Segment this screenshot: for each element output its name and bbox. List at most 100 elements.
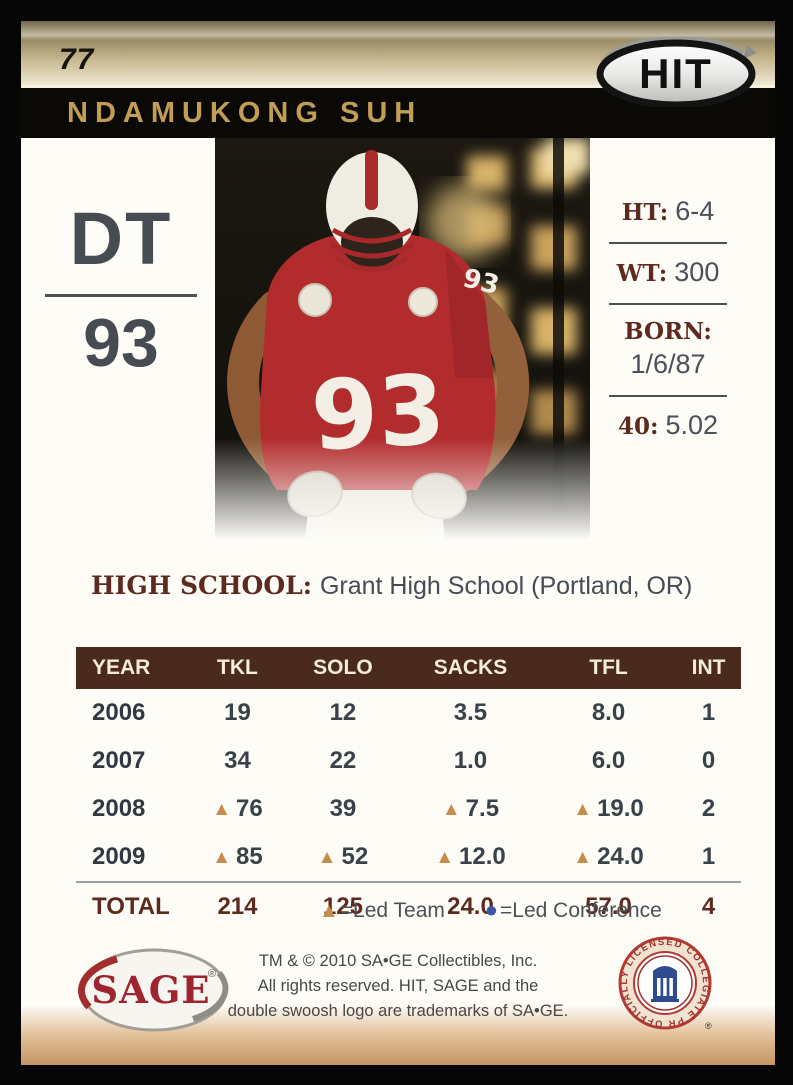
- high-school-label: HIGH SCHOOL:: [91, 571, 312, 600]
- high-school-line: HIGH SCHOOL: Grant High School (Portland,…: [91, 571, 692, 601]
- stats-year-cell: 2007: [92, 747, 146, 774]
- trading-card-back: 77 HIT NDAMUKONG SUH: [21, 21, 775, 1065]
- stats-value-cell: 125: [285, 881, 400, 931]
- stats-value-cell: 4: [676, 881, 741, 931]
- vital-label: HT:: [621, 199, 669, 226]
- vital-label: 40:: [617, 413, 659, 440]
- stats-year-cell: 2006: [92, 699, 146, 726]
- led-team-triangle-icon: ▲: [319, 900, 339, 922]
- vital-label: WT:: [616, 260, 668, 287]
- stats-value-cell: ▲ 12.0: [435, 843, 506, 870]
- stats-value-cell: 2: [701, 795, 716, 822]
- hit-logo-text: HIT: [639, 50, 713, 97]
- legend-led-team-label: =Led Team: [340, 899, 445, 922]
- helmet-stripe: [365, 150, 378, 210]
- sage-registered-mark: ®: [208, 968, 216, 980]
- card-number: 77: [59, 43, 95, 76]
- stats-value-cell: 39: [329, 795, 357, 822]
- stats-value-cell: ▲ 19.0: [573, 795, 644, 822]
- stats-value-cell: ▲ 7.5: [441, 795, 500, 822]
- hit-logo: HIT: [595, 35, 757, 109]
- stats-table-container: YEAR TKL SOLO SACKS TFL INT 2006 19 12 3.5 8.0 1 20…: [76, 647, 741, 931]
- stats-header-cell: SOLO: [285, 647, 400, 689]
- vital-label: BORN:: [624, 318, 712, 345]
- sage-red-swoosh-icon: [78, 955, 118, 1010]
- vital-value: 1/6/87: [630, 349, 706, 379]
- stats-year-cell: TOTAL: [76, 881, 190, 931]
- collegiate-licensed-seal: OFFICIALLY LICENSED COLLEGIATE PRODUCTS …: [613, 927, 715, 1033]
- vital-weight: WT: 300: [591, 242, 745, 303]
- position-panel: DT 93: [35, 197, 207, 382]
- vital-value: 6-4: [675, 196, 715, 226]
- sage-logo-text: SAGE: [91, 968, 210, 1012]
- legend-led-team: ▲=Led Team: [319, 899, 445, 922]
- stats-value-cell: 24.0: [399, 881, 541, 931]
- stats-value-cell: 57.0: [540, 881, 677, 931]
- stats-value-cell: 3.5: [453, 699, 488, 726]
- player-photo: 93 93: [215, 138, 590, 540]
- stats-header-row: YEAR TKL SOLO SACKS TFL INT: [76, 647, 741, 689]
- stats-row: 2007 34 22 1.0 6.0 0: [76, 737, 741, 785]
- shoulder-patch: [298, 283, 332, 317]
- led-team-triangle-icon: ▲: [212, 847, 232, 868]
- led-team-triangle-icon: ▲: [441, 799, 461, 820]
- stats-value-cell: 22: [329, 747, 357, 774]
- copyright-line: All rights reserved. HIT, SAGE and the: [257, 977, 539, 995]
- stats-legend: ▲=Led Team ●=Led Conference: [319, 897, 696, 923]
- vital-height: HT: 6-4: [591, 181, 745, 242]
- led-conference-dot-icon: ●: [484, 897, 499, 922]
- vitals-panel: HT: 6-4 WT: 300 BORN: 1/6/87 40: 5.02: [591, 181, 745, 456]
- vital-born: BORN: 1/6/87: [591, 303, 745, 395]
- stats-row: 2006 19 12 3.5 8.0 1: [76, 689, 741, 737]
- stats-row: 2008 ▲ 76 39 ▲ 7.5 ▲ 19.0 2: [76, 785, 741, 833]
- stats-value-cell: ▲ 76: [212, 795, 263, 822]
- stats-table: YEAR TKL SOLO SACKS TFL INT 2006 19 12 3.5 8.0 1 20…: [76, 647, 741, 931]
- photo-bottom-fade: [215, 438, 590, 540]
- stats-year-cell: 2008: [92, 795, 146, 822]
- copyright-line: TM & © 2010 SA•GE Collectibles, Inc.: [258, 952, 538, 970]
- position-abbr: DT: [69, 197, 173, 280]
- stats-header-cell: SACKS: [399, 647, 541, 689]
- helmet-facemask: [329, 227, 415, 272]
- stats-header-cell: TFL: [540, 647, 677, 689]
- stats-value-cell: 1.0: [453, 747, 488, 774]
- light-glow: [427, 184, 503, 260]
- stats-value-cell: 19: [224, 699, 251, 726]
- stats-value-cell: 1: [701, 843, 716, 870]
- stats-value-cell: 6.0: [591, 747, 626, 774]
- stats-header-cell: TKL: [189, 647, 286, 689]
- stats-value-cell: 0: [701, 747, 716, 774]
- vital-value: 300: [674, 257, 720, 287]
- jersey-number: 93: [83, 305, 159, 382]
- sage-gray-swoosh-icon: [192, 971, 229, 1022]
- stats-value-cell: ▲ 85: [212, 843, 263, 870]
- chest-patch: [408, 287, 438, 317]
- led-team-triangle-icon: ▲: [573, 799, 593, 820]
- vital-value: 5.02: [665, 410, 719, 440]
- stats-value-cell: ▲ 52: [317, 843, 369, 870]
- seal-registered-mark: ®: [705, 1021, 712, 1031]
- led-team-triangle-icon: ▲: [435, 847, 454, 868]
- goalpost-silhouette: [553, 138, 564, 540]
- stats-row: 2009 ▲ 85 ▲ 52 ▲ 12.0 ▲ 24.0 1: [76, 833, 741, 882]
- copyright-text: TM & © 2010 SA•GE Collectibles, Inc. All…: [21, 949, 775, 1024]
- copyright-line: double swoosh logo are trademarks of SA•…: [227, 1002, 569, 1020]
- player-name: NDAMUKONG SUH: [67, 97, 423, 129]
- stats-year-cell: 2009: [92, 843, 146, 870]
- seal-monument-icon: [651, 966, 679, 1002]
- stats-value-cell: ▲ 24.0: [573, 843, 644, 870]
- led-team-triangle-icon: ▲: [212, 799, 232, 820]
- legend-led-conference-label: =Led Conference: [500, 899, 662, 922]
- stats-value-cell: 12: [329, 699, 357, 726]
- vital-forty: 40: 5.02: [591, 395, 745, 456]
- stats-header-cell: INT: [676, 647, 741, 689]
- led-team-triangle-icon: ▲: [317, 847, 337, 868]
- stats-value-cell: 8.0: [591, 699, 626, 726]
- sage-logo: SAGE ®: [77, 945, 231, 1035]
- stats-total-row: TOTAL 214 125 24.0 57.0 4: [76, 881, 741, 931]
- hit-swoosh-arrowhead-icon: [743, 45, 757, 59]
- legend-led-conference: ●=Led Conference: [484, 897, 662, 922]
- stats-value-cell: 34: [224, 747, 251, 774]
- high-school-value: Grant High School (Portland, OR): [319, 572, 693, 600]
